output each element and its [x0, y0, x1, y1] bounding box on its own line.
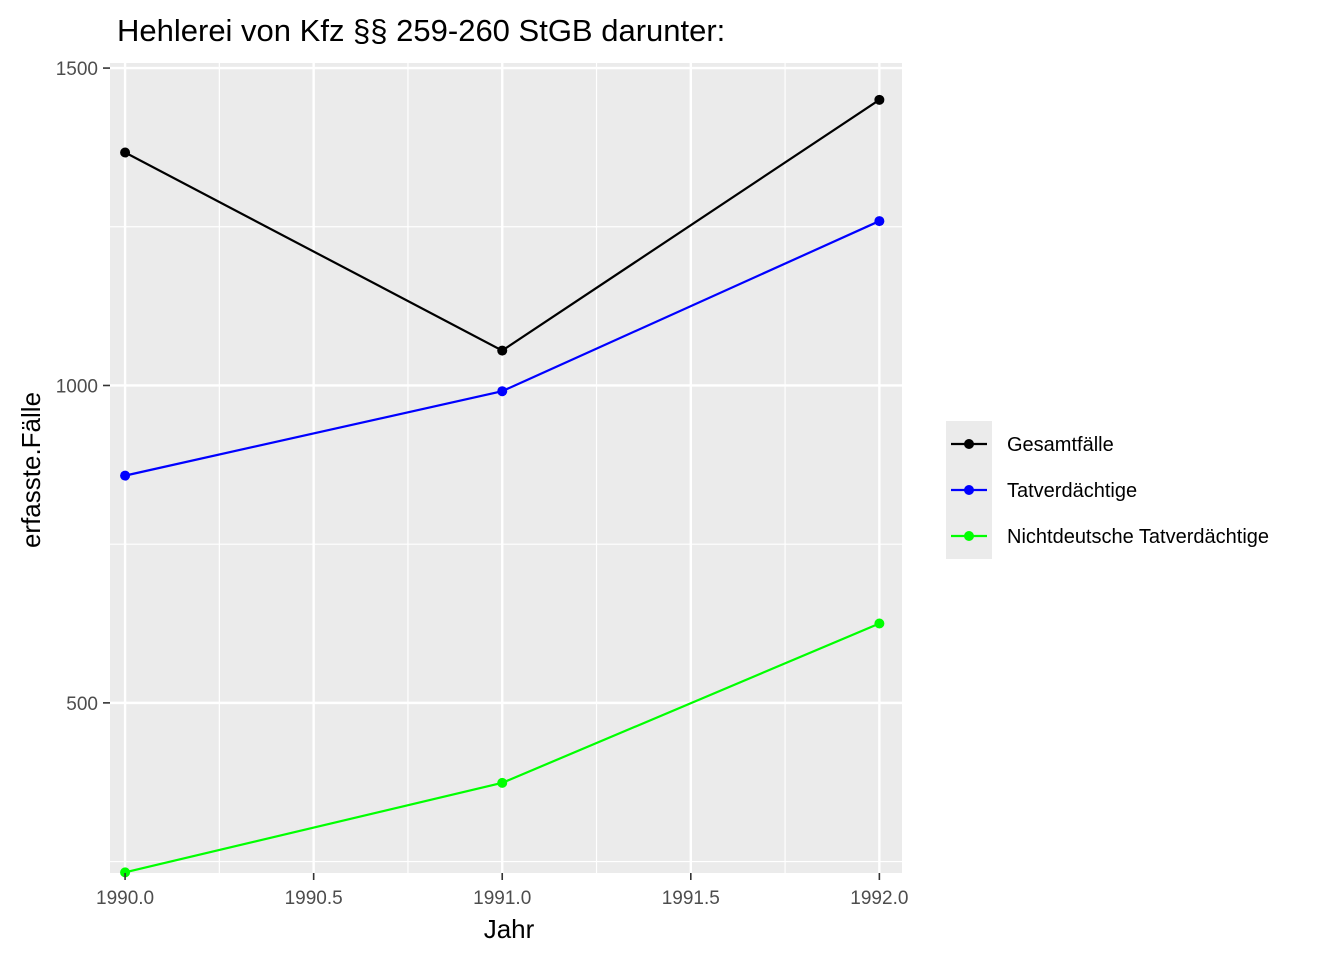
y-tick-label: 1000	[56, 376, 98, 397]
grid-major	[110, 63, 902, 873]
data-point	[120, 470, 131, 481]
x-tick-label: 1991.0	[473, 888, 531, 909]
y-tick-label: 1500	[56, 59, 98, 80]
x-tick-label: 1992.0	[850, 888, 908, 909]
x-tick-label: 1990.0	[96, 888, 154, 909]
data-point	[497, 345, 508, 356]
data-point	[120, 147, 131, 158]
legend: Gesamtfälle Tatverdächtige Nichtdeutsche T…	[946, 421, 1269, 559]
data-point	[874, 216, 885, 227]
x-tick-label: 1990.5	[285, 888, 343, 909]
legend-key-point	[964, 531, 974, 541]
legend-label: Gesamtfälle	[1007, 434, 1114, 456]
series-points	[120, 94, 885, 878]
data-point	[497, 777, 508, 788]
x-axis-title: Jahr	[484, 914, 535, 944]
plot-panel	[110, 63, 902, 873]
y-axis: 500 1000 1500	[56, 59, 110, 715]
data-point	[497, 386, 508, 397]
legend-key-point	[964, 439, 974, 449]
grid-minor	[110, 63, 902, 873]
y-tick-label: 500	[66, 694, 98, 715]
legend-label: Tatverdächtige	[1007, 480, 1137, 502]
chart-title: Hehlerei von Kfz §§ 259-260 StGB darunte…	[117, 13, 725, 48]
x-axis: 1990.0 1990.5 1991.0 1991.5 1992.0	[96, 873, 908, 909]
data-point	[120, 867, 131, 878]
legend-label: Nichtdeutsche Tatverdächtige	[1007, 526, 1269, 548]
x-tick-label: 1991.5	[662, 888, 720, 909]
data-point	[874, 618, 885, 629]
data-point	[874, 94, 885, 105]
y-axis-title: erfasste.Fälle	[16, 392, 46, 548]
legend-key-point	[964, 485, 974, 495]
